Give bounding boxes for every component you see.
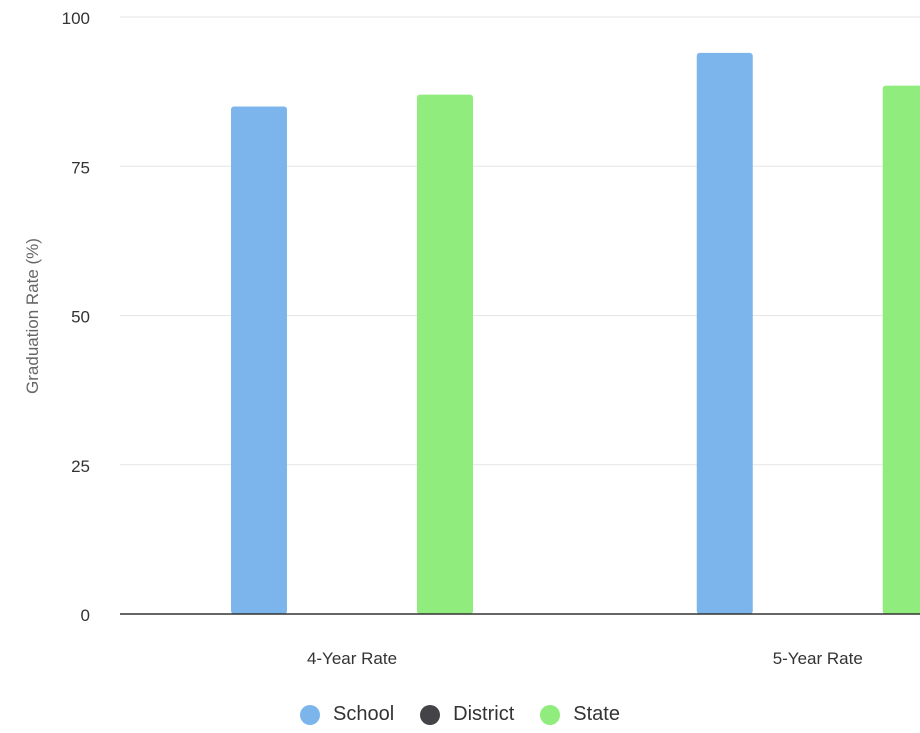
legend: School District State (0, 703, 920, 726)
bar-school-2[interactable] (696, 52, 753, 614)
axes: 0 25 50 75 100 4-Year Rate 5-Year Rate (62, 9, 920, 668)
legend-swatch (300, 704, 321, 725)
bar-school-1[interactable] (231, 106, 287, 615)
legend-swatch (420, 704, 441, 725)
legend-label: State (573, 703, 620, 725)
bars (231, 52, 920, 615)
bar-state-1[interactable] (417, 94, 473, 615)
y-tick-label: 100 (62, 9, 90, 28)
legend-label: School (333, 703, 395, 725)
legend-item-state[interactable]: State (540, 703, 620, 726)
legend-label: District (453, 703, 515, 725)
legend-swatch (540, 704, 561, 725)
y-tick-label: 50 (71, 308, 90, 327)
y-tick-label: 0 (81, 606, 90, 625)
y-axis-label: Graduation Rate (%) (23, 238, 42, 394)
y-tick-label: 75 (71, 158, 90, 177)
x-tick-label: 4-Year Rate (307, 649, 397, 668)
bar-state-2[interactable] (882, 85, 920, 614)
y-tick-label: 25 (71, 457, 90, 476)
legend-item-school[interactable]: School (300, 703, 394, 726)
legend-item-district[interactable]: District (420, 703, 514, 726)
x-tick-label: 5-Year Rate (773, 649, 863, 668)
